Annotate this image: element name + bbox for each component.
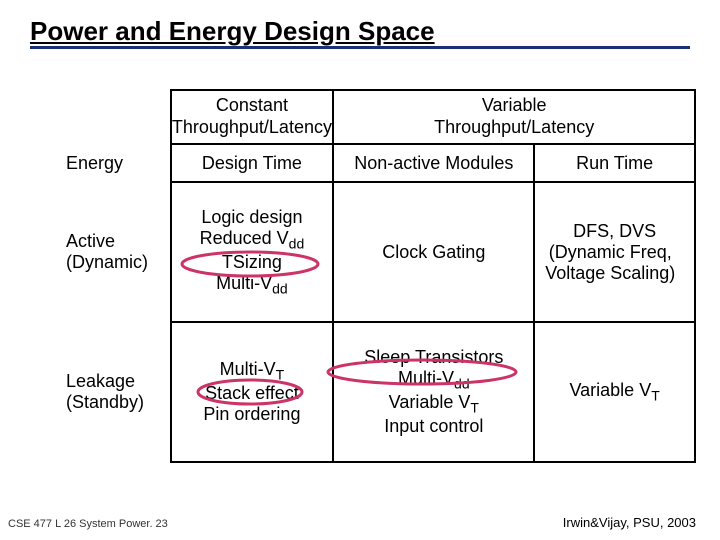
cell-active-runtime: DFS, DVS (Dynamic Freq, Voltage Scaling) — [534, 182, 695, 322]
cell-active-nonactive: Clock Gating — [333, 182, 534, 322]
cell-non-active: Non-active Modules — [333, 144, 534, 182]
header-constant: ConstantThroughput/Latency — [171, 90, 334, 144]
cell-active-design: Logic design Reduced Vdd TSizing Multi-V… — [171, 182, 334, 322]
page-title: Power and Energy Design Space — [30, 16, 435, 49]
cell-design-time: Design Time — [171, 144, 334, 182]
cell-leakage-design: Multi-VT Stack effect Pin ordering — [171, 322, 334, 462]
cell-run-time: Run Time — [534, 144, 695, 182]
row-label-leakage: Leakage (Standby) — [60, 322, 171, 462]
footer-left: CSE 477 L 26 System Power. 23 — [8, 518, 168, 530]
footer-right: Irwin&Vijay, PSU, 2003 — [563, 515, 696, 530]
row-label-active: Active (Dynamic) — [60, 182, 171, 322]
empty-corner — [60, 90, 171, 144]
cell-leakage-nonactive: Sleep Transistors Multi-Vdd Variable VT … — [333, 322, 534, 462]
cell-leakage-runtime: Variable VT — [534, 322, 695, 462]
main-table: ConstantThroughput/LatencyVariableThroug… — [60, 89, 696, 463]
row-label-energy: Energy — [60, 144, 171, 182]
header-variable: VariableThroughput/Latency — [333, 90, 695, 144]
